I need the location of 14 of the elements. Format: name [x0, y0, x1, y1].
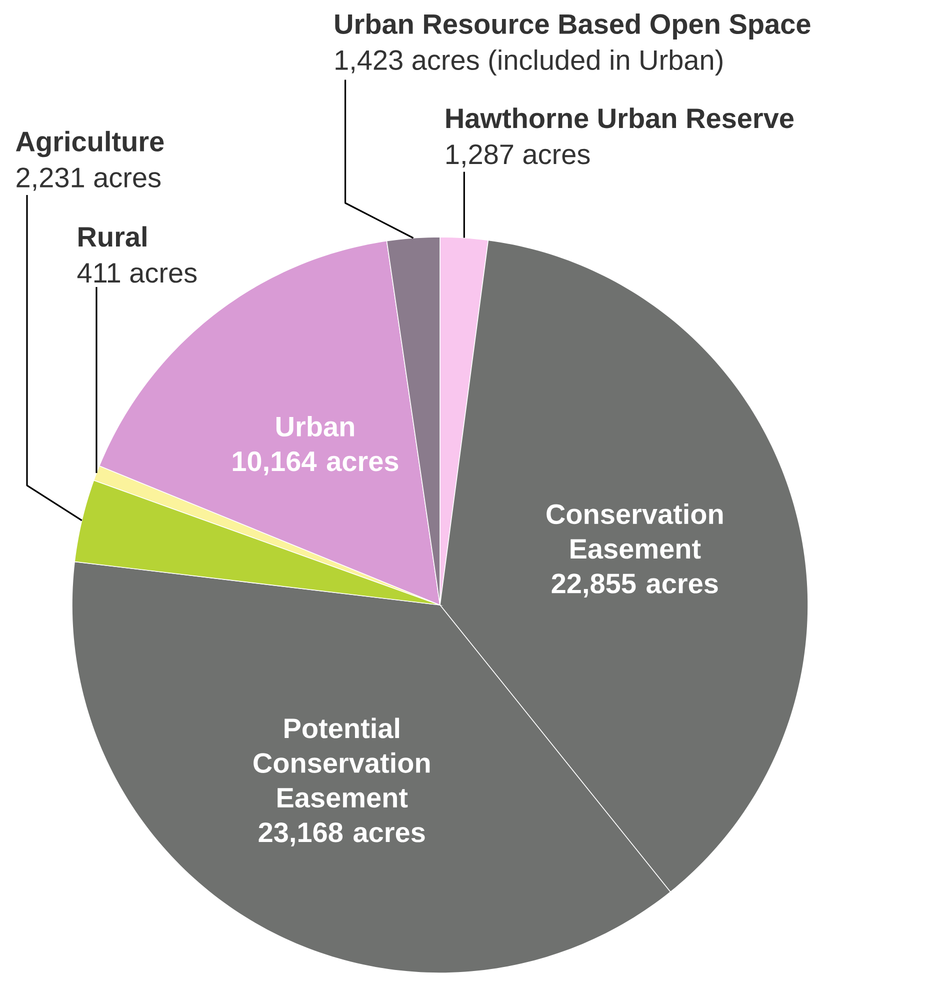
data-label: 1,423 acres (included in Urban) — [336, 49, 722, 76]
slice-label: Urban — [276, 416, 354, 437]
slice-label: Rural — [78, 226, 146, 247]
data-label: 22,855 acres — [552, 574, 718, 598]
slice-label: Urban Resource Based Open Space — [335, 13, 810, 40]
data-label: 1,287 acres — [446, 144, 590, 168]
data-label: 411 acres — [77, 263, 197, 283]
slice-label: Hawthorne Urban Reserve — [446, 108, 794, 128]
data-label: 23,168 acres — [258, 822, 425, 846]
slice-label: Conservation Easement — [546, 504, 723, 559]
slice-label: Agriculture — [16, 130, 164, 158]
slice-label: Potential Conservation Easement — [254, 718, 430, 808]
data-label: 10,164 acres — [232, 451, 398, 476]
data-label: 2,231 acres — [16, 168, 161, 191]
